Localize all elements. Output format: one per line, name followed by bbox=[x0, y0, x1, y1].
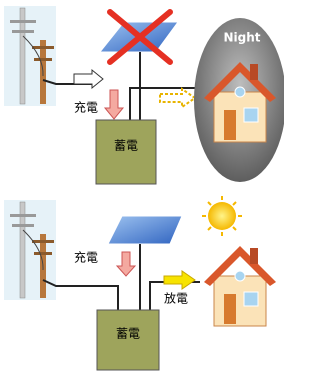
storage-label: 蓄電 bbox=[114, 139, 138, 153]
charge-label: 充電 bbox=[74, 100, 98, 115]
night-label: Night bbox=[223, 31, 260, 45]
sun bbox=[208, 202, 236, 230]
storage-label: 蓄電 bbox=[116, 327, 140, 341]
bottom-panel: 充電 放電 蓄電 bbox=[4, 196, 276, 370]
top-panel: 充電 蓄電 Night bbox=[4, 6, 284, 184]
diagram: 充電 蓄電 Night 充電 放電 蓄電 bbox=[0, 0, 284, 376]
charge-label: 充電 bbox=[74, 250, 98, 265]
grid-arrow bbox=[74, 70, 103, 88]
discharge-label: 放電 bbox=[164, 291, 188, 306]
solar-panel bbox=[108, 216, 182, 244]
